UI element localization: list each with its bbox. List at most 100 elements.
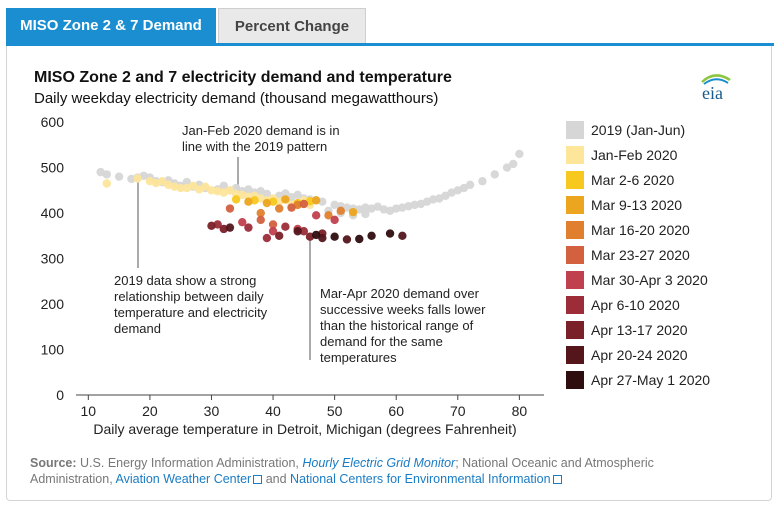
legend-item[interactable]: Apr 20-24 2020 xyxy=(566,342,710,367)
legend-swatch xyxy=(566,145,584,164)
legend-swatch xyxy=(566,245,584,264)
y-tick-label: 200 xyxy=(41,296,65,312)
tab-percent-change[interactable]: Percent Change xyxy=(218,8,366,44)
data-point xyxy=(385,229,395,238)
x-tick-label: 30 xyxy=(204,403,220,419)
legend-label: Mar 30-Apr 3 2020 xyxy=(591,271,708,288)
legend-swatch xyxy=(566,345,584,364)
data-point xyxy=(428,195,438,204)
legend-label: Apr 27-May 1 2020 xyxy=(591,371,711,388)
data-point xyxy=(330,215,339,225)
data-point xyxy=(311,196,321,205)
data-point xyxy=(342,235,352,244)
legend-item[interactable]: Apr 6-10 2020 xyxy=(566,292,710,317)
legend-swatch xyxy=(566,170,584,189)
external-link-icon xyxy=(552,475,562,484)
data-point xyxy=(114,172,124,181)
annotation-text: Jan-Feb 2020 demand is in xyxy=(182,123,340,138)
legend-swatch xyxy=(566,270,584,289)
data-point xyxy=(410,200,419,210)
data-point xyxy=(207,221,216,230)
data-point xyxy=(348,207,358,217)
data-point xyxy=(244,223,253,232)
legend-swatch xyxy=(566,195,584,214)
y-tick-label: 0 xyxy=(56,387,64,403)
annotation-text: 2019 data show a strong xyxy=(114,273,256,288)
legend-item[interactable]: Mar 23-27 2020 xyxy=(566,242,710,267)
data-point xyxy=(244,185,253,194)
data-point xyxy=(299,227,309,236)
source-text-2: ; National Oceanic and Atmospheric Admin… xyxy=(30,456,654,486)
data-point xyxy=(502,163,512,172)
y-tick-label: 100 xyxy=(41,342,65,358)
aviation-weather-center-link[interactable]: Aviation Weather Center xyxy=(115,472,252,486)
data-point xyxy=(490,170,499,179)
tab-miso-demand[interactable]: MISO Zone 2 & 7 Demand xyxy=(6,8,216,44)
data-point xyxy=(361,209,370,219)
data-point xyxy=(182,177,192,187)
data-point xyxy=(225,223,235,232)
annotation-text: temperature and electricity xyxy=(114,305,268,320)
data-point xyxy=(225,204,235,213)
legend-item[interactable]: Mar 9-13 2020 xyxy=(566,192,710,217)
legend-swatch xyxy=(566,370,584,389)
source-text-1: U.S. Energy Information Administration, xyxy=(80,456,299,470)
x-tick-label: 20 xyxy=(142,403,158,419)
data-point xyxy=(465,180,475,190)
data-point xyxy=(207,186,216,195)
data-point xyxy=(158,177,167,186)
x-tick-label: 50 xyxy=(327,403,343,419)
ncei-link[interactable]: National Centers for Environmental Infor… xyxy=(290,472,551,486)
data-point xyxy=(102,179,111,188)
data-point xyxy=(336,206,345,215)
data-point xyxy=(275,204,284,213)
chart-points xyxy=(96,149,524,360)
annotation-text: demand for the same xyxy=(320,334,443,349)
legend-label: Mar 23-27 2020 xyxy=(591,246,690,263)
legend-label: Apr 6-10 2020 xyxy=(591,296,680,313)
data-point xyxy=(244,197,253,206)
data-point xyxy=(201,182,210,191)
data-point xyxy=(355,234,364,244)
annotation-text: Mar-Apr 2020 demand over xyxy=(320,286,480,301)
y-tick-label: 600 xyxy=(41,114,65,130)
external-link-icon xyxy=(253,475,263,484)
data-point xyxy=(281,195,290,204)
data-point xyxy=(268,227,278,236)
hourly-grid-monitor-link[interactable]: Hourly Electric Grid Monitor xyxy=(302,456,456,470)
legend-label: Jan-Feb 2020 xyxy=(591,146,678,163)
data-point xyxy=(299,199,309,209)
data-point xyxy=(311,230,321,240)
chart-title: MISO Zone 2 and 7 electricity demand and… xyxy=(34,69,452,86)
eia-logo-text: eia xyxy=(702,83,723,102)
legend-item[interactable]: Jan-Feb 2020 xyxy=(566,142,710,167)
data-point xyxy=(392,204,401,213)
data-point xyxy=(188,181,198,190)
legend-item[interactable]: Mar 16-20 2020 xyxy=(566,217,710,242)
data-point xyxy=(318,233,327,243)
data-point xyxy=(281,189,290,198)
data-point xyxy=(256,208,265,218)
source-note: Source: U.S. Energy Information Administ… xyxy=(30,455,730,487)
data-point xyxy=(441,191,450,200)
legend-item[interactable]: Apr 13-17 2020 xyxy=(566,317,710,342)
legend-item[interactable]: Mar 2-6 2020 xyxy=(566,167,710,192)
data-point xyxy=(398,231,407,241)
legend-item[interactable]: 2019 (Jan-Jun) xyxy=(566,117,710,142)
data-point xyxy=(342,203,352,212)
x-tick-label: 60 xyxy=(388,403,404,419)
x-tick-label: 40 xyxy=(265,403,281,419)
legend-item[interactable]: Apr 27-May 1 2020 xyxy=(566,367,710,392)
legend-label: 2019 (Jan-Jun) xyxy=(591,121,686,138)
data-point xyxy=(293,227,302,236)
y-tick-label: 500 xyxy=(41,160,65,176)
legend-swatch xyxy=(566,220,584,239)
legend-item[interactable]: Mar 30-Apr 3 2020 xyxy=(566,267,710,292)
data-point xyxy=(324,211,333,220)
annotation-text: than the historical range of xyxy=(320,318,474,333)
legend-swatch xyxy=(566,295,584,314)
data-point xyxy=(102,170,111,179)
legend-label: Apr 13-17 2020 xyxy=(591,321,688,338)
data-point xyxy=(262,198,272,208)
data-point xyxy=(287,203,296,212)
